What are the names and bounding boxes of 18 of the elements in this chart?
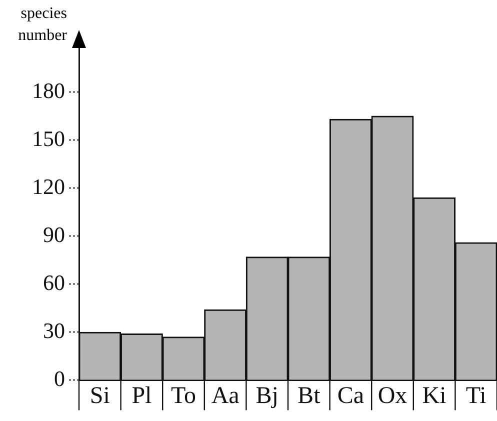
y-tick-label: 120 <box>32 174 65 199</box>
x-tick-label: Si <box>90 382 110 409</box>
x-tick-label: Bj <box>256 382 278 409</box>
y-tick-label: 0 <box>54 366 65 391</box>
x-tick-label: Pl <box>132 382 152 409</box>
y-tick-label: 180 <box>32 78 65 103</box>
x-tick-label: Ox <box>378 382 408 409</box>
x-tick-label: Ti <box>466 382 487 409</box>
x-tick-label: Aa <box>211 382 240 409</box>
y-axis-title: species number <box>18 5 68 44</box>
y-tick-label: 60 <box>43 270 65 295</box>
x-tick-label: Ki <box>422 382 447 409</box>
x-tick-label: To <box>171 382 196 409</box>
y-tick-label: 30 <box>43 318 65 343</box>
y-tick-label: 150 <box>32 126 65 151</box>
y-tick-label: 90 <box>43 222 65 247</box>
x-tick-label: Bt <box>298 382 321 409</box>
x-tick-label: Ca <box>337 382 364 409</box>
